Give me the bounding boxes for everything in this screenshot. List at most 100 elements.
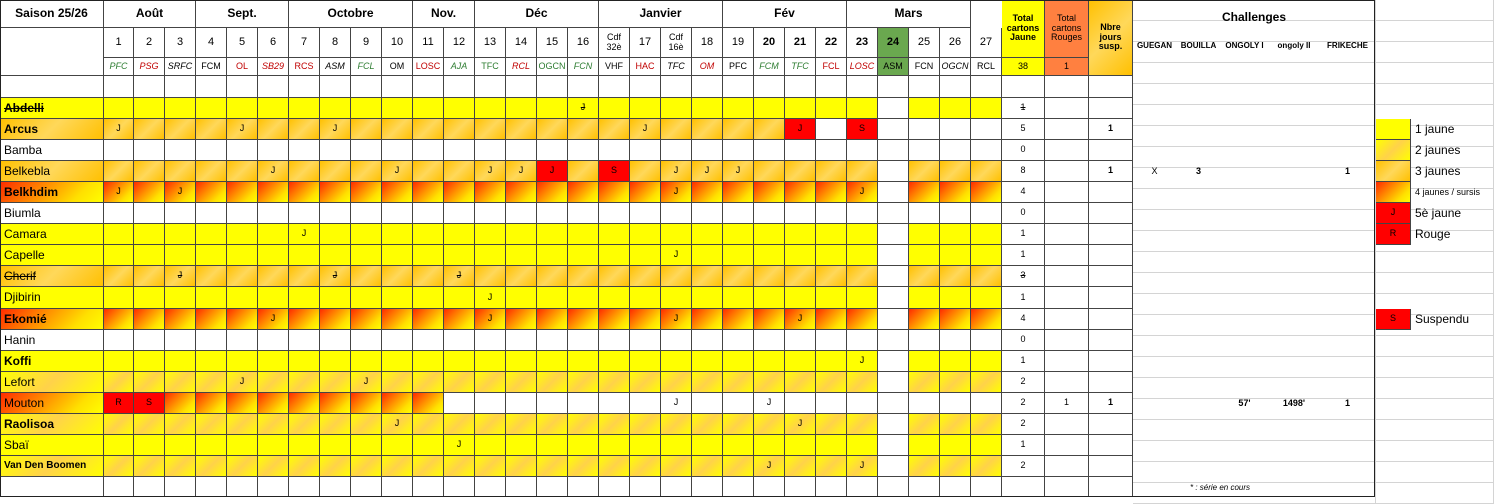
cell[interactable] bbox=[475, 182, 506, 203]
cell[interactable] bbox=[134, 456, 165, 477]
cell[interactable] bbox=[692, 98, 723, 119]
player-susp[interactable] bbox=[1089, 182, 1133, 203]
cell[interactable] bbox=[785, 224, 816, 245]
cell[interactable] bbox=[289, 140, 320, 161]
cell[interactable] bbox=[382, 245, 413, 266]
cell-mark[interactable]: J bbox=[475, 287, 506, 309]
challenge-value[interactable] bbox=[1320, 330, 1375, 351]
cell[interactable] bbox=[878, 287, 909, 309]
challenge-value[interactable] bbox=[1176, 351, 1221, 372]
cell[interactable] bbox=[847, 287, 878, 309]
player-total[interactable]: 3 bbox=[1002, 266, 1045, 287]
player-total[interactable]: 1 bbox=[1002, 245, 1045, 266]
cell[interactable] bbox=[847, 435, 878, 456]
cell[interactable] bbox=[165, 245, 196, 266]
cell[interactable] bbox=[909, 435, 940, 456]
cell[interactable] bbox=[506, 98, 537, 119]
cell[interactable] bbox=[320, 309, 351, 330]
cell[interactable] bbox=[165, 393, 196, 414]
player-red-total[interactable] bbox=[1045, 456, 1089, 477]
cell[interactable] bbox=[258, 266, 289, 287]
cell[interactable] bbox=[847, 309, 878, 330]
match-number[interactable]: 23 bbox=[847, 28, 878, 58]
season-title[interactable]: Saison 25/26 bbox=[0, 0, 104, 28]
cell[interactable] bbox=[537, 182, 568, 203]
cell[interactable] bbox=[444, 224, 475, 245]
month-header[interactable]: Mars bbox=[847, 0, 971, 28]
cell[interactable] bbox=[104, 372, 134, 393]
cell[interactable] bbox=[506, 309, 537, 330]
cell[interactable] bbox=[599, 224, 630, 245]
cell[interactable] bbox=[351, 435, 382, 456]
player-red-total[interactable] bbox=[1045, 435, 1089, 456]
cell[interactable] bbox=[909, 372, 940, 393]
player-name[interactable]: Ekomié bbox=[0, 309, 104, 330]
cell[interactable] bbox=[413, 119, 444, 140]
match-number[interactable]: 10 bbox=[382, 28, 413, 58]
grid-cell[interactable] bbox=[1133, 210, 1376, 231]
cell[interactable] bbox=[971, 414, 1002, 435]
player-red-total[interactable] bbox=[1045, 98, 1089, 119]
challenge-value[interactable] bbox=[1133, 224, 1176, 245]
cell[interactable] bbox=[692, 245, 723, 266]
cell[interactable] bbox=[258, 203, 289, 224]
cell[interactable] bbox=[878, 435, 909, 456]
cell[interactable] bbox=[971, 372, 1002, 393]
grid-cell[interactable] bbox=[1376, 252, 1494, 273]
legend-label[interactable]: 2 jaunes bbox=[1415, 143, 1461, 158]
cell[interactable] bbox=[692, 309, 723, 330]
cell[interactable] bbox=[537, 456, 568, 477]
cell[interactable] bbox=[413, 266, 444, 287]
challenge-col-header[interactable]: ONGOLY I bbox=[1225, 40, 1264, 50]
cell[interactable] bbox=[661, 140, 692, 161]
header-spacer[interactable] bbox=[1002, 76, 1045, 98]
cell[interactable] bbox=[754, 203, 785, 224]
cell[interactable] bbox=[227, 203, 258, 224]
cell[interactable] bbox=[196, 309, 227, 330]
cell[interactable] bbox=[723, 266, 754, 287]
cell-mark[interactable]: S bbox=[847, 119, 878, 140]
grid-cell[interactable] bbox=[1376, 63, 1494, 84]
total-yellow-header[interactable]: Total cartons Jaune bbox=[1002, 0, 1045, 58]
cell[interactable] bbox=[816, 182, 847, 203]
challenge-value[interactable]: 57' bbox=[1238, 397, 1251, 408]
challenge-value[interactable] bbox=[1221, 372, 1268, 393]
cell[interactable] bbox=[971, 435, 1002, 456]
player-red-total[interactable] bbox=[1045, 182, 1089, 203]
challenge-value[interactable] bbox=[1133, 203, 1176, 224]
cell-mark[interactable]: J bbox=[475, 161, 506, 182]
cell[interactable] bbox=[754, 98, 785, 119]
cell[interactable] bbox=[692, 140, 723, 161]
cell[interactable] bbox=[847, 414, 878, 435]
challenge-value[interactable] bbox=[1176, 414, 1221, 435]
player-red-total[interactable] bbox=[1045, 203, 1089, 224]
cell[interactable] bbox=[537, 435, 568, 456]
cell[interactable] bbox=[785, 245, 816, 266]
grid-cell[interactable] bbox=[1376, 21, 1494, 42]
cell[interactable] bbox=[723, 435, 754, 456]
challenge-value[interactable] bbox=[1221, 435, 1268, 456]
total-red-header[interactable]: Total cartons Rouges bbox=[1045, 0, 1089, 58]
opponent-label[interactable]: OM bbox=[692, 58, 723, 76]
legend-swatch[interactable] bbox=[1376, 140, 1411, 161]
opponent-label[interactable]: FCN bbox=[909, 58, 940, 76]
challenge-col-header[interactable]: BOUILLA bbox=[1180, 40, 1217, 50]
cell[interactable] bbox=[661, 456, 692, 477]
player-total[interactable]: 2 bbox=[1002, 372, 1045, 393]
opponent-label[interactable]: FCN bbox=[568, 58, 599, 76]
cell[interactable] bbox=[351, 456, 382, 477]
cell[interactable] bbox=[878, 351, 909, 372]
cell-mark[interactable]: J bbox=[258, 161, 289, 182]
cell[interactable] bbox=[816, 140, 847, 161]
cell[interactable] bbox=[227, 330, 258, 351]
cell[interactable] bbox=[754, 119, 785, 140]
player-name[interactable]: Raolisoa bbox=[0, 414, 104, 435]
cell[interactable] bbox=[630, 309, 661, 330]
cell[interactable] bbox=[661, 372, 692, 393]
challenge-value[interactable] bbox=[1268, 309, 1320, 330]
cell[interactable] bbox=[909, 161, 940, 182]
grid-cell[interactable] bbox=[1133, 168, 1376, 189]
player-name[interactable]: Biumla bbox=[0, 203, 104, 224]
player-name[interactable]: Belkhdim bbox=[0, 182, 104, 203]
cell-mark[interactable]: J bbox=[444, 435, 475, 456]
